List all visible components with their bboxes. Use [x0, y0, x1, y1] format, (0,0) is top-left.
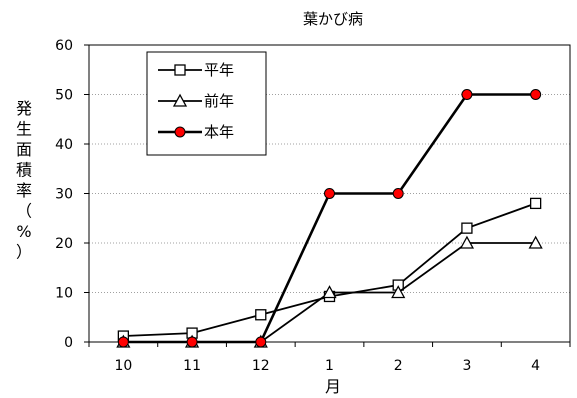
legend-entry: 本年	[158, 123, 234, 141]
x-tick-label: 12	[252, 358, 270, 374]
x-tick-label: 3	[462, 358, 471, 374]
y-tick-label: 40	[55, 137, 73, 153]
data-point	[529, 197, 542, 210]
series-3	[117, 89, 542, 348]
x-axis: 10 11 12 1 2 3 4	[88, 342, 571, 374]
x-axis-label: 月	[325, 377, 341, 396]
y-axis-label-char: （	[16, 202, 32, 221]
data-point	[324, 188, 335, 199]
y-tick-label: 50	[55, 88, 73, 104]
y-axis-label-char: %	[16, 222, 31, 241]
series-1	[117, 197, 542, 342]
legend-label: 平年	[204, 61, 234, 79]
y-axis-label-char: 生	[16, 120, 32, 139]
x-tick-label: 4	[531, 358, 540, 374]
legend-marker	[172, 93, 188, 107]
y-axis-label-char: 率	[16, 181, 32, 200]
legend-entry: 平年	[158, 61, 234, 79]
legend-label: 前年	[204, 92, 234, 110]
y-tick-label: 20	[55, 236, 73, 252]
data-point	[186, 336, 198, 348]
series-line	[123, 202, 536, 337]
y-tick-label: 60	[55, 38, 73, 54]
data-point	[392, 188, 404, 199]
legend-entry: 前年	[158, 92, 234, 110]
y-axis-label-char: ）	[16, 243, 32, 262]
data-point	[322, 285, 337, 299]
x-tick-label: 2	[394, 358, 403, 374]
y-tick-label: 30	[55, 187, 73, 203]
y-axis-label-char: 積	[16, 161, 32, 180]
y-tick-label: 0	[64, 335, 73, 351]
series-2	[116, 235, 543, 348]
series-layer	[116, 89, 543, 348]
data-point	[255, 336, 267, 348]
x-tick-label: 10	[114, 358, 132, 374]
data-point	[528, 235, 543, 249]
y-tick-label: 10	[55, 286, 73, 302]
legend-marker	[174, 126, 186, 138]
x-tick-label: 11	[183, 358, 201, 374]
chart-title: 葉かび病	[303, 10, 363, 28]
legend-marker	[174, 64, 186, 76]
x-tick-label: 1	[325, 358, 334, 374]
data-point	[461, 222, 473, 234]
data-point	[391, 285, 406, 299]
data-point	[459, 235, 475, 249]
y-axis-label-char: 面	[16, 140, 32, 159]
y-axis: 0 10 20 30 40 50 60	[55, 38, 89, 351]
data-point	[461, 89, 473, 100]
data-point	[530, 89, 542, 100]
y-axis-label-char: 発	[16, 99, 32, 118]
data-point	[117, 336, 129, 348]
legend-label: 本年	[204, 123, 234, 141]
data-point	[255, 309, 267, 321]
